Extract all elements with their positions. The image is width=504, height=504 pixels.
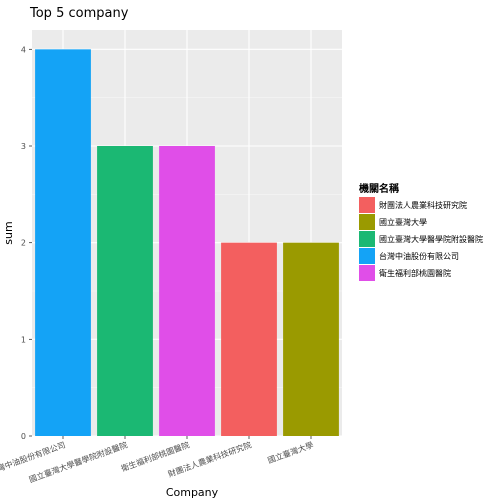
- x-axis: 台灣中油股份有限公司國立臺灣大學醫學院附設醫院衛生福利部桃園醫院財團法人農業科技…: [0, 436, 315, 484]
- legend-key: [359, 248, 375, 264]
- x-tick-label: 國立臺灣大學醫學院附設醫院: [28, 439, 129, 484]
- bar: [159, 146, 215, 436]
- y-tick-label: 2: [21, 239, 26, 248]
- y-tick-label: 1: [21, 335, 26, 344]
- legend-key: [359, 197, 375, 213]
- bar: [283, 242, 339, 436]
- legend-label: 台灣中油股份有限公司: [379, 251, 459, 261]
- legend-label: 國立臺灣大學醫學院附設醫院: [379, 234, 483, 244]
- y-tick-label: 0: [21, 432, 26, 441]
- y-axis-title: sum: [2, 221, 15, 244]
- bar: [221, 242, 277, 436]
- legend-label: 國立臺灣大學: [379, 217, 427, 227]
- legend-label: 衛生福利部桃園醫院: [379, 268, 451, 278]
- legend-key: [359, 265, 375, 281]
- legend-key: [359, 231, 375, 247]
- bars: [35, 49, 339, 436]
- chart-title: Top 5 company: [29, 6, 129, 21]
- y-tick-label: 3: [21, 142, 26, 151]
- legend-key: [359, 214, 375, 230]
- y-tick-label: 4: [21, 45, 26, 54]
- bar: [35, 49, 91, 436]
- bar: [97, 146, 153, 436]
- x-axis-title: Company: [166, 486, 219, 499]
- y-axis: 0 1 2 3 4: [21, 45, 32, 441]
- legend-label: 財團法人農業科技研究院: [379, 200, 467, 210]
- legend: 機關名稱 財團法人農業科技研究院國立臺灣大學國立臺灣大學醫學院附設醫院台灣中油股…: [359, 182, 483, 281]
- legend-title: 機關名稱: [359, 182, 399, 195]
- x-tick-label: 國立臺灣大學: [266, 439, 315, 465]
